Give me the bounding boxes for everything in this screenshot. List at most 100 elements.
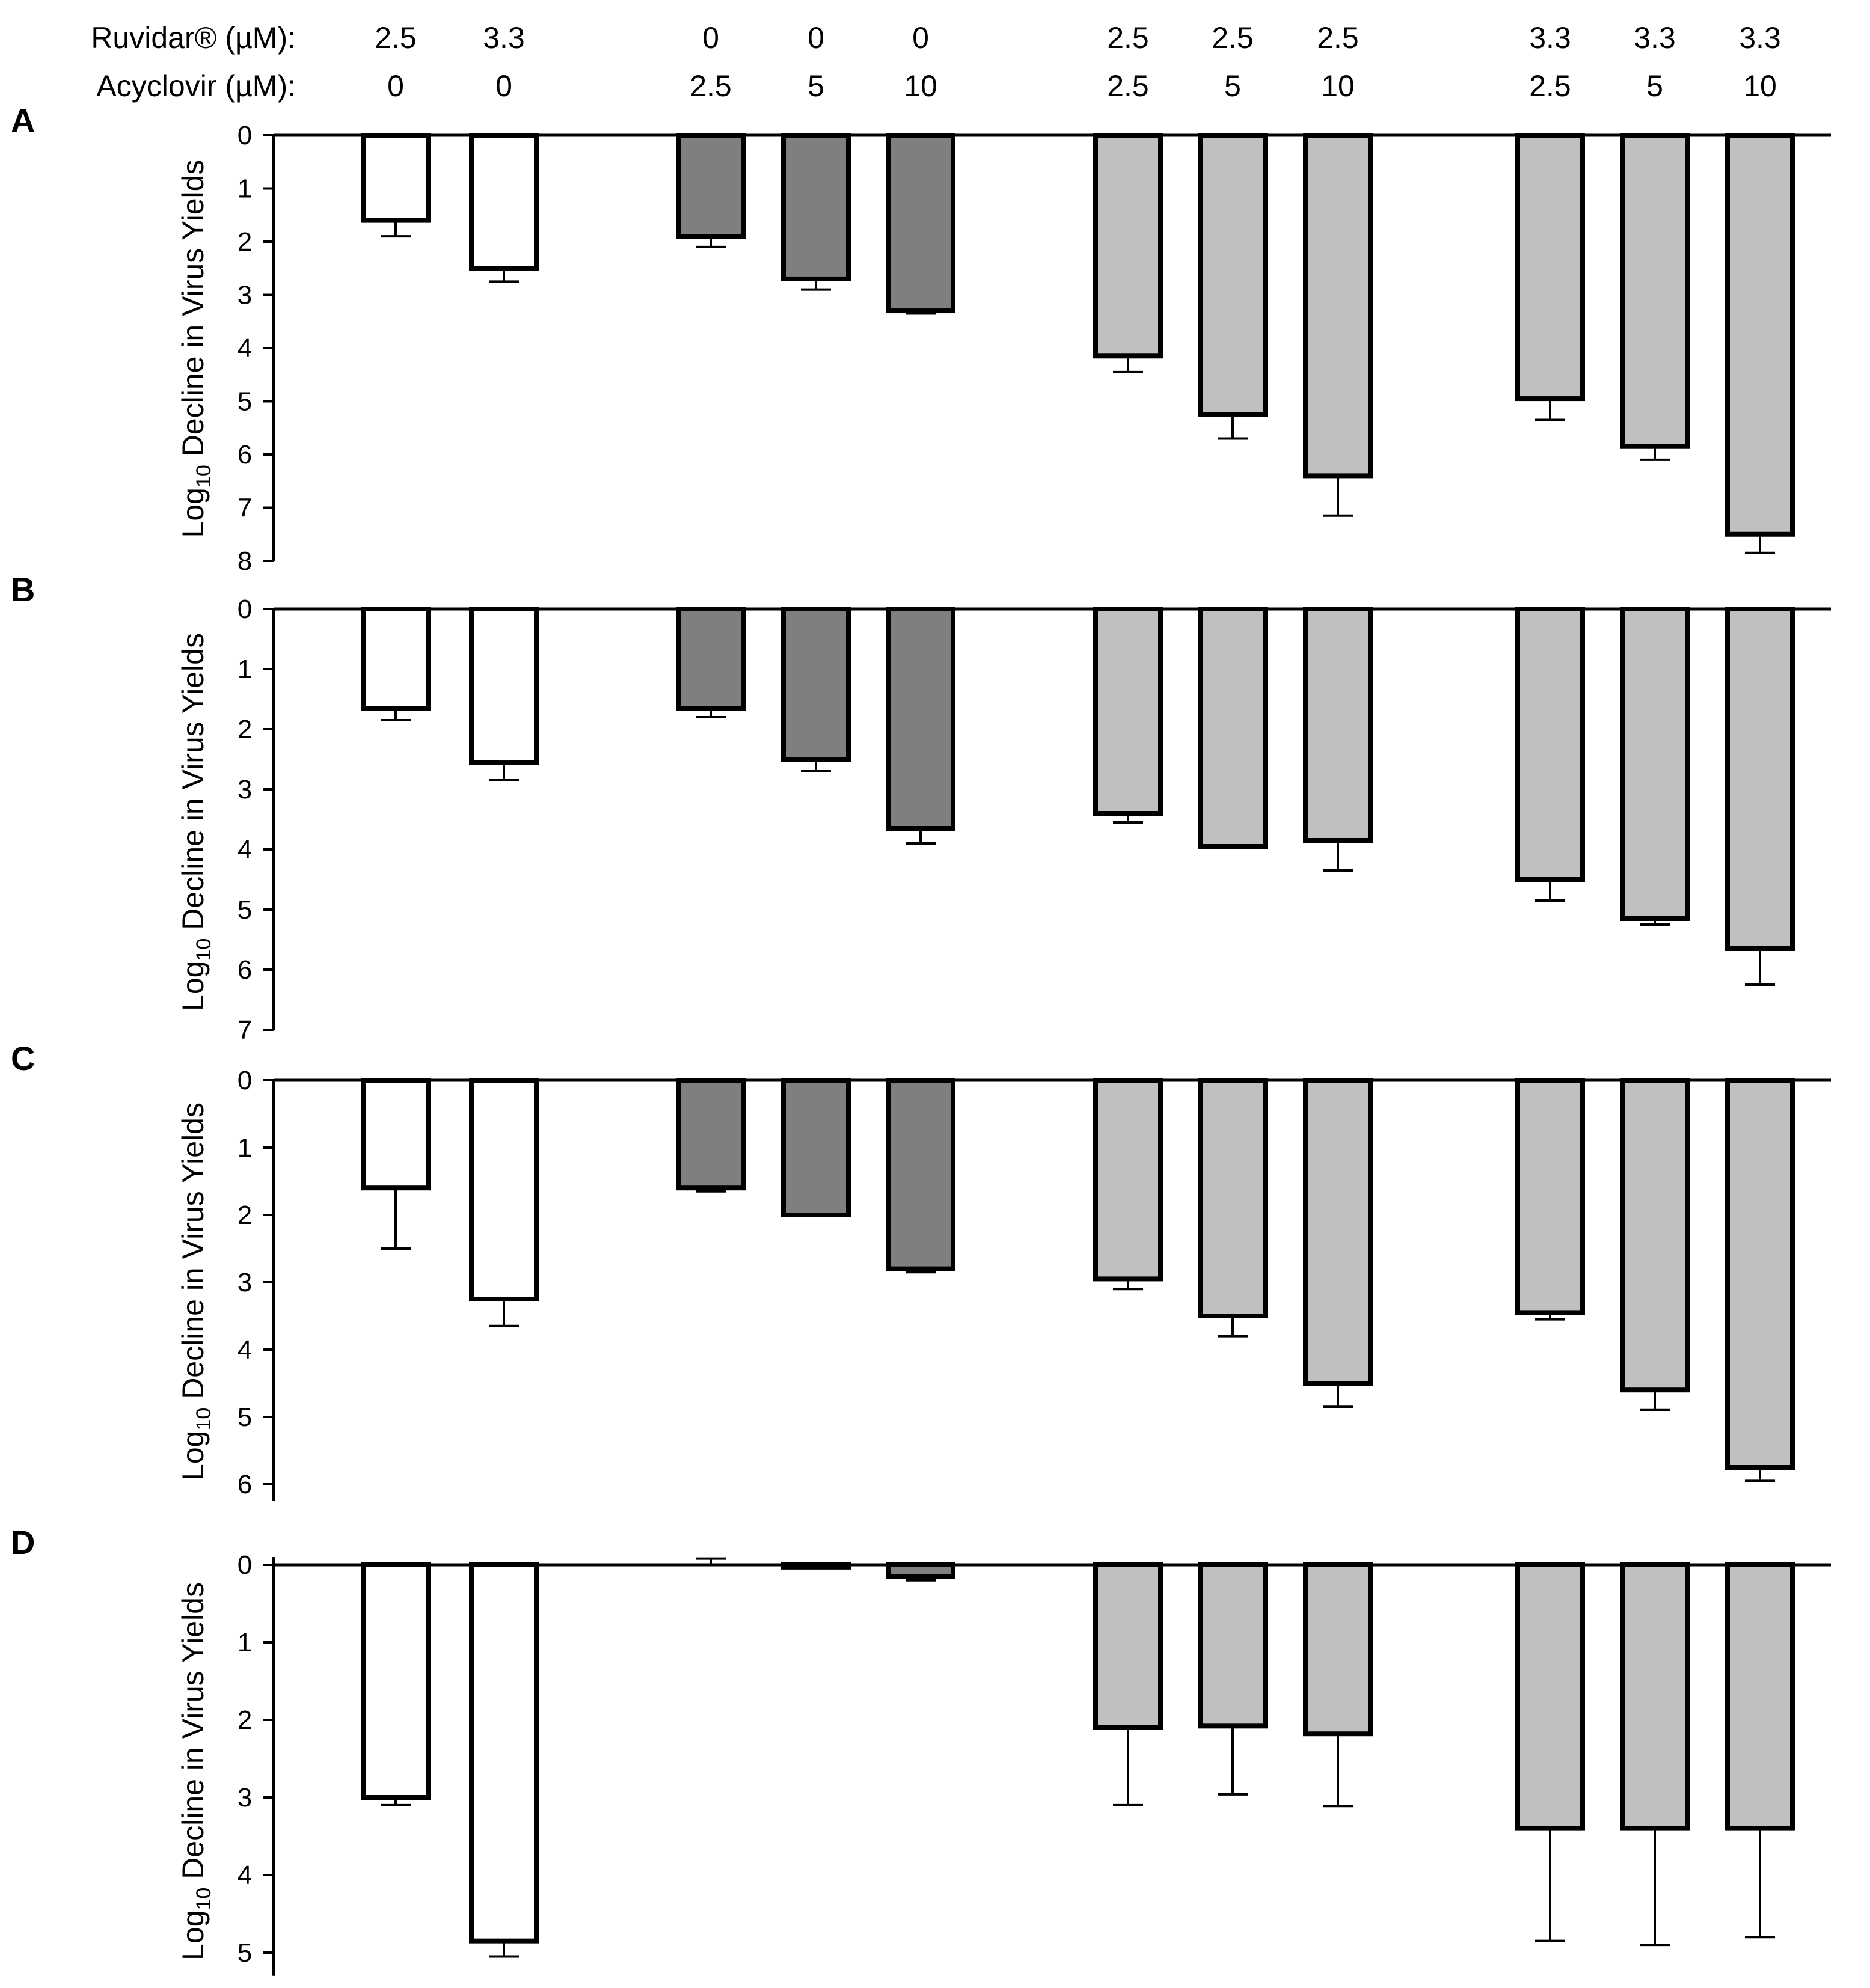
y-axis-title-main: Log [176, 488, 210, 537]
y-axis-title: Log10 Decline in Virus Yields [176, 633, 215, 1011]
panel-b: B 0 1 2 3 4 5 6 7 Log10 Decline in Virus Yields [11, 570, 1831, 1045]
y-tick-label: 6 [238, 440, 252, 469]
bar [361, 133, 431, 223]
bar [1303, 133, 1373, 479]
ruvidar-dose-label: 2.5 [1212, 21, 1254, 55]
y-tick-label: 4 [238, 835, 252, 864]
bar [1515, 607, 1585, 882]
ruvidar-dose-label: 0 [702, 21, 719, 55]
y-axis-title-subscript: 10 [192, 1888, 215, 1910]
ruvidar-dose-label: 2.5 [1107, 21, 1149, 55]
y-tick-label: 5 [238, 387, 252, 417]
y-axis-title-subscript: 10 [192, 938, 215, 961]
y-axis-title: Log10 Decline in Virus Yields [176, 1103, 215, 1481]
ruvidar-dose-label: 3.3 [483, 21, 525, 55]
acyclovir-dose-label: 10 [1321, 69, 1355, 103]
y-tick-label: 2 [238, 1200, 252, 1230]
bar [1725, 133, 1795, 537]
y-tick-label: 1 [238, 174, 252, 204]
y-tick-label: 3 [238, 775, 252, 804]
bar [1725, 1078, 1795, 1470]
y-tick-label: 1 [238, 655, 252, 684]
acyclovir-dose-label: 5 [808, 69, 824, 103]
y-axis-title: Log10 Decline in Virus Yields [176, 160, 215, 538]
bar [1620, 607, 1690, 921]
bar [676, 607, 746, 711]
ruvidar-dose-label: 3.3 [1739, 21, 1781, 55]
acyclovir-dose-label: 0 [387, 69, 404, 103]
y-axis-title-rest: Decline in Virus Yields [176, 633, 210, 938]
bar [886, 1078, 955, 1271]
dose-header: Ruvidar® (µM): Acyclovir (µM): 2.5 3.3 0 0 0… [91, 21, 1780, 103]
bar [1515, 133, 1585, 402]
bar [469, 1562, 539, 1944]
ruvidar-dose-label: 3.3 [1634, 21, 1676, 55]
acyclovir-dose-label: 5 [1646, 69, 1663, 103]
bar [1198, 607, 1268, 849]
bar [1303, 607, 1373, 843]
acyclovir-dose-label: 2.5 [1107, 69, 1149, 103]
bar [361, 1078, 431, 1191]
y-axis-title-rest: Decline in Virus Yields [176, 1582, 210, 1888]
bar [886, 133, 955, 314]
bar [1198, 1078, 1268, 1318]
y-tick-label: 2 [238, 715, 252, 744]
acyclovir-dose-label: 0 [495, 69, 512, 103]
y-tick-label: 2 [238, 227, 252, 257]
y-axis-title-main: Log [176, 1910, 210, 1960]
bar [1198, 133, 1268, 417]
ruvidar-dose-label: 0 [912, 21, 929, 55]
panel-c: C 0 1 2 3 4 5 6 Log10 Decline in Virus Yields [11, 1039, 1831, 1501]
y-tick-label: 4 [238, 1335, 252, 1365]
y-axis-title: Log10 Decline in Virus Yields [176, 1582, 215, 1960]
panel-a: A 0 1 2 3 4 5 6 7 8 Log10 Decline in Virus Yields [11, 102, 1831, 576]
bar [1515, 1562, 1585, 1831]
y-axis-title-subscript: 10 [192, 465, 215, 488]
y-tick-label: 6 [238, 955, 252, 985]
bar [1515, 1078, 1585, 1315]
y-tick-label: 8 [238, 546, 252, 576]
acyclovir-dose-label: 2.5 [1529, 69, 1571, 103]
y-tick-label: 5 [238, 895, 252, 925]
y-tick-label: 0 [238, 595, 252, 624]
y-tick-label: 6 [238, 1470, 252, 1499]
ruvidar-dose-label: 0 [808, 21, 824, 55]
bar [1725, 607, 1795, 951]
panel-letter: B [11, 570, 35, 608]
y-axis-title-rest: Decline in Virus Yields [176, 160, 210, 465]
bar [676, 133, 746, 239]
acyclovir-dose-label: 2.5 [690, 69, 732, 103]
bar [1620, 1562, 1690, 1831]
y-tick-label: 5 [238, 1938, 252, 1968]
bar [781, 607, 851, 762]
y-tick-label: 2 [238, 1705, 252, 1735]
bar [886, 1562, 955, 1579]
bar [361, 1562, 431, 1800]
y-tick-label: 3 [238, 1783, 252, 1812]
y-tick-label: 4 [238, 334, 252, 363]
y-tick-label: 3 [238, 281, 252, 310]
panel-d: D 0 1 2 3 4 5 Log10 Decline in Virus Yields [11, 1523, 1831, 1976]
y-tick-label: 3 [238, 1268, 252, 1297]
y-tick-label: 1 [238, 1133, 252, 1163]
bar [676, 1078, 746, 1191]
bar [361, 607, 431, 711]
y-tick-label: 0 [238, 1550, 252, 1580]
y-tick-label: 4 [238, 1861, 252, 1890]
panel-letter: A [11, 102, 35, 139]
bar [1620, 133, 1690, 449]
ruvidar-dose-label: 2.5 [1317, 21, 1359, 55]
y-axis-title-main: Log [176, 1431, 210, 1481]
acyclovir-dose-label: 10 [904, 69, 937, 103]
y-tick-label: 1 [238, 1628, 252, 1657]
y-axis-title-rest: Decline in Virus Yields [176, 1103, 210, 1408]
bar [469, 607, 539, 765]
bar [886, 607, 955, 831]
bar [1093, 133, 1163, 359]
bar [1198, 1562, 1268, 1729]
y-tick-label: 0 [238, 1066, 252, 1095]
bar [1620, 1078, 1690, 1393]
bar [1303, 1078, 1373, 1386]
y-tick-label: 0 [238, 121, 252, 150]
